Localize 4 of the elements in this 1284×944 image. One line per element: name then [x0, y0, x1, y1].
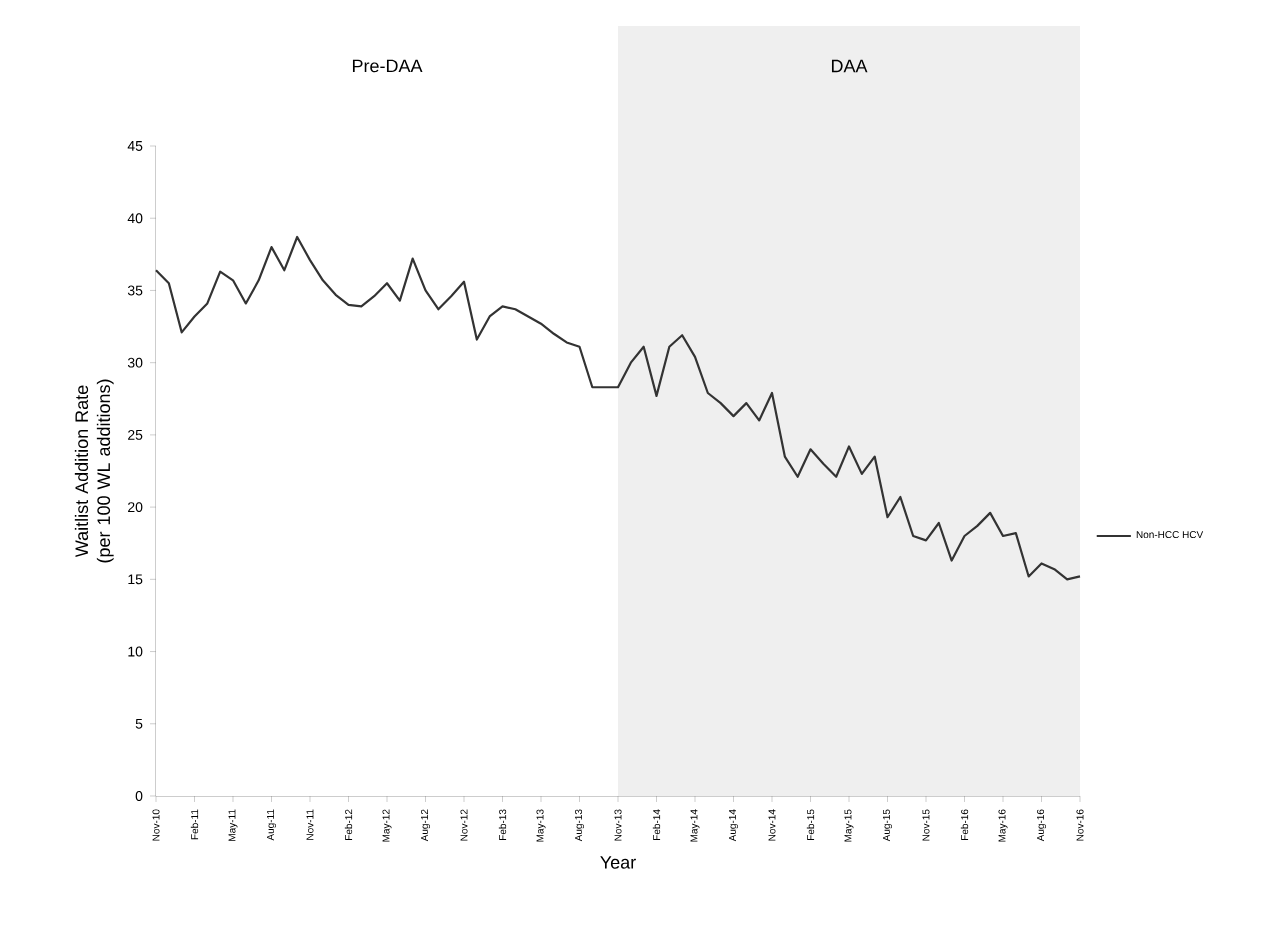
band-label: Pre-DAA — [352, 59, 423, 73]
band-label: DAA — [831, 59, 868, 73]
y-axis-title: Waitlist Addition Rate (per 100 WL additions) — [74, 379, 114, 563]
x-axis-title: Year — [600, 856, 636, 869]
